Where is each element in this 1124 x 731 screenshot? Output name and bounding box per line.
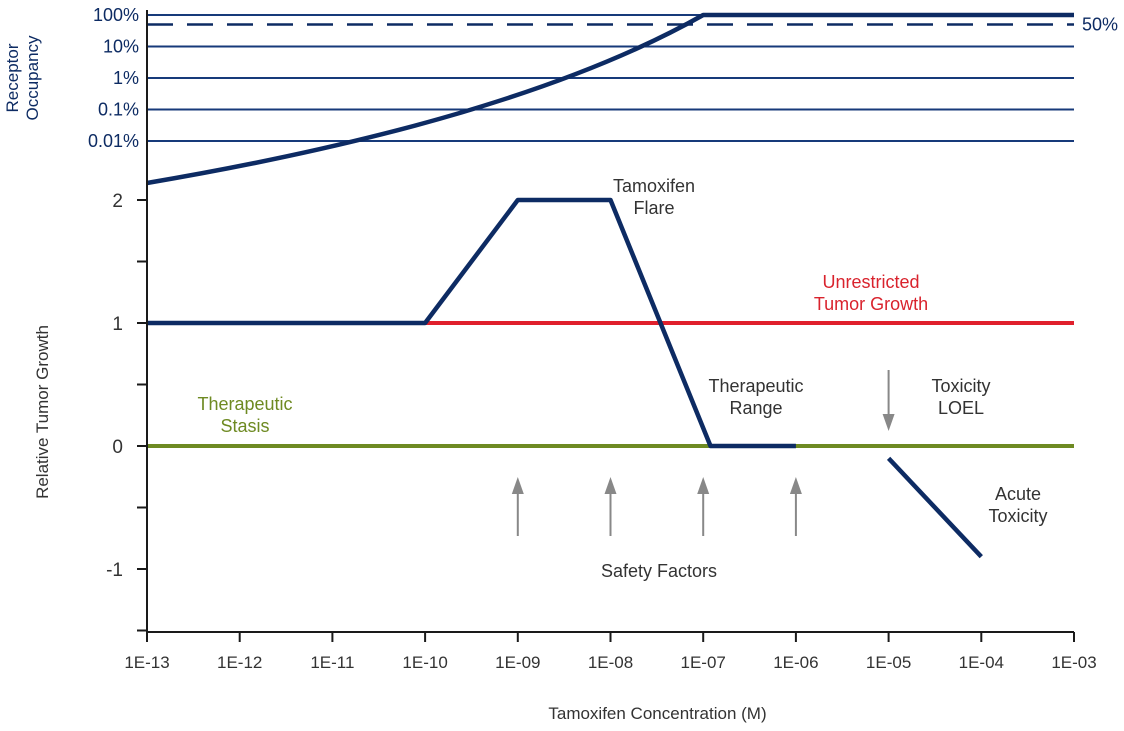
annotation-line: Therapeutic [708, 376, 803, 396]
growth-axis-label: Relative Tumor Growth [33, 325, 52, 499]
occupancy-axis-label-line: Occupancy [23, 35, 42, 121]
therapeutic-range-label: Therapeutic Range [708, 376, 803, 418]
growth-tick-label: 1 [112, 314, 123, 335]
growth-tick-label: 2 [112, 191, 123, 212]
axes-layer [137, 10, 1075, 642]
x-tick-label: 1E-09 [495, 653, 540, 672]
arrows-layer [511, 370, 895, 536]
x-tick-label: 1E-10 [402, 653, 447, 672]
growth-tick-label: 0 [112, 437, 123, 458]
acute-toxicity-line [886, 456, 983, 559]
x-tick-label: 1E-06 [773, 653, 818, 672]
safety-factors-label: Safety Factors [601, 561, 717, 581]
occupancy-tick-label: 0.1% [98, 100, 139, 120]
occupancy-tick-label: 1% [113, 68, 139, 88]
x-tick-label: 1E-04 [959, 653, 1004, 672]
occupancy-tick-label: 100% [93, 5, 139, 25]
safety-factor-arrow-head [604, 477, 617, 494]
occupancy-axis-label: ReceptorOccupancy [3, 35, 42, 121]
annotation-line: Toxicity [931, 376, 990, 396]
occupancy-axis-label-line: Receptor [3, 43, 22, 112]
annotation-line: Tamoxifen [613, 176, 695, 196]
annotation-line: Range [729, 398, 782, 418]
x-axis-label: Tamoxifen Concentration (M) [548, 704, 766, 723]
x-tick-label: 1E-03 [1051, 653, 1096, 672]
series-layer [146, 12, 1074, 559]
safety-factor-arrow-head [511, 477, 524, 494]
annotation-line: LOEL [938, 398, 984, 418]
x-tick-label: 1E-11 [310, 653, 354, 672]
acute-toxicity-label: Acute Toxicity [988, 484, 1047, 526]
annotation-line: Tumor Growth [814, 294, 928, 314]
occupancy-tick-label: 10% [103, 37, 139, 57]
growth-reference-lines [147, 321, 1074, 448]
annotation-line: Acute [995, 484, 1041, 504]
occupancy-curve [146, 12, 1074, 186]
growth-tick-label: -1 [106, 560, 123, 581]
annotation-line: Stasis [220, 416, 269, 436]
x-tick-label: 1E-08 [588, 653, 633, 672]
occupancy-50-percent-label: 50% [1082, 14, 1118, 34]
growth-curve [147, 197, 796, 449]
safety-factor-arrow-head [789, 477, 802, 494]
toxicity-loel-arrow-head [882, 414, 895, 431]
therapeutic-stasis-label: Therapeutic Stasis [197, 394, 292, 436]
annotation-line: Flare [633, 198, 674, 218]
occupancy-tick-label: 0.01% [88, 131, 139, 151]
x-tick-label: 1E-13 [124, 653, 169, 672]
tamoxifen-flare-label: Tamoxifen Flare [613, 176, 695, 218]
occupancy-gridlines [147, 14, 1074, 142]
labels-layer: 100% 10% 1% 0.1% 0.01% 50% ReceptorOccupancy 2 1… [3, 5, 1118, 723]
x-tick-label: 1E-07 [681, 653, 726, 672]
annotation-line: Unrestricted [822, 272, 919, 292]
safety-factor-arrow-head [697, 477, 710, 494]
unrestricted-growth-label: Unrestricted Tumor Growth [814, 272, 928, 314]
x-tick-label: 1E-05 [866, 653, 911, 672]
annotation-line: Toxicity [988, 506, 1047, 526]
annotation-line: Therapeutic [197, 394, 292, 414]
x-tick-label: 1E-12 [217, 653, 262, 672]
annotation-line: Safety Factors [601, 561, 717, 581]
toxicity-loel-label: Toxicity LOEL [931, 376, 990, 418]
